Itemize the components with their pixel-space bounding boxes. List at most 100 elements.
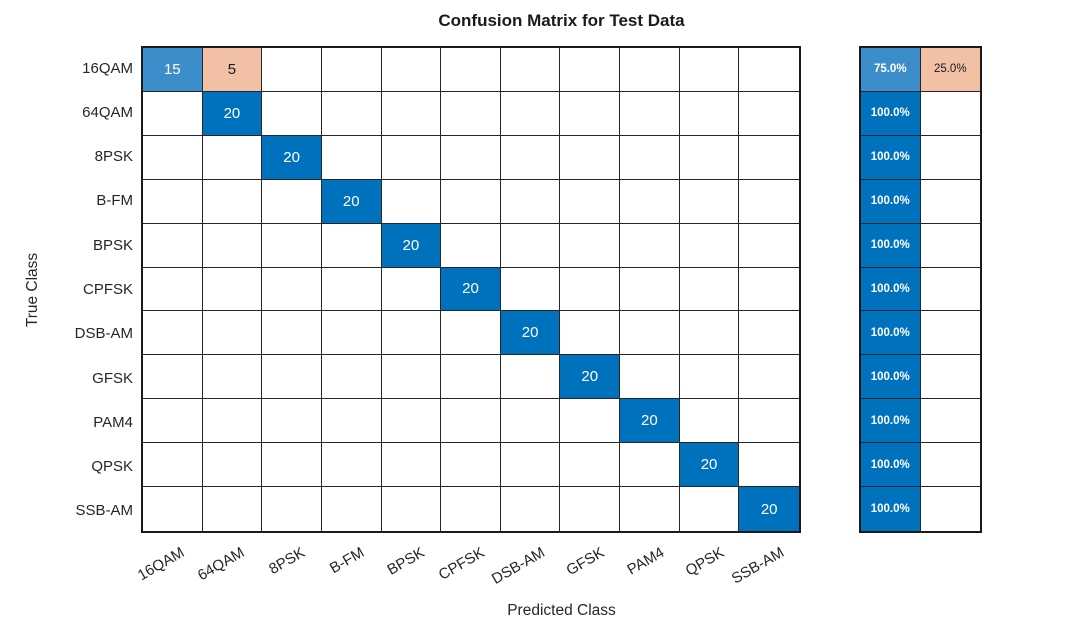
matrix-cell (143, 487, 203, 531)
x-tick-label: CPFSK (435, 544, 488, 584)
matrix-cell (560, 91, 621, 136)
matrix-cell (262, 487, 322, 531)
matrix-cell (679, 399, 740, 444)
matrix-cell (381, 311, 442, 356)
matrix-cell (262, 311, 322, 356)
matrix-cell (560, 135, 621, 180)
matrix-cell (262, 355, 322, 400)
matrix-cell (262, 267, 322, 312)
y-tick-label: BPSK (92, 236, 133, 254)
x-tick-label: 8PSK (265, 544, 308, 578)
matrix-cell (143, 91, 203, 136)
matrix-cell (381, 443, 442, 488)
matrix-cell (560, 399, 621, 444)
y-tick-label: 16QAM (82, 59, 133, 77)
matrix-cell (143, 355, 203, 400)
matrix-cell (500, 179, 561, 224)
matrix-cell (441, 135, 501, 180)
row-summary-fnr-cell: 25.0% (920, 48, 980, 92)
row-summary-tpr-cell: 100.0% (861, 311, 921, 356)
matrix-cell (441, 487, 501, 531)
matrix-cell: 20 (500, 311, 561, 356)
y-tick-label: 64QAM (82, 103, 133, 121)
y-tick-label: 8PSK (94, 148, 133, 166)
x-tick-label: DSB-AM (488, 544, 548, 588)
x-tick-label: 16QAM (134, 544, 188, 585)
matrix-cell (262, 48, 322, 92)
matrix-cell (620, 355, 680, 400)
matrix-cell (679, 91, 740, 136)
row-summary-fnr-cell (921, 487, 981, 531)
matrix-cell (560, 48, 621, 92)
row-summary-tpr-cell: 75.0% (861, 48, 921, 92)
matrix-cell (143, 267, 203, 312)
row-summary-fnr-cell (920, 311, 980, 356)
matrix-cell (202, 179, 263, 224)
matrix-cell (321, 135, 382, 180)
matrix-cell (381, 355, 442, 400)
row-summary-tpr-cell: 100.0% (861, 267, 921, 312)
matrix-cell (262, 399, 322, 444)
y-tick-label: PAM4 (93, 413, 133, 431)
row-summary-fnr-cell (920, 224, 980, 268)
matrix-cell (620, 135, 680, 180)
matrix-cell (262, 179, 322, 224)
matrix-cell (203, 487, 263, 531)
matrix-cell (202, 355, 263, 400)
matrix-cell (739, 224, 799, 268)
matrix-cell (620, 48, 680, 92)
matrix-cell (500, 399, 561, 444)
row-summary-tpr-cell: 100.0% (861, 135, 921, 180)
matrix-cell (501, 487, 561, 531)
matrix-cell (143, 179, 203, 224)
matrix-cell (202, 311, 263, 356)
matrix-cell (143, 223, 203, 268)
x-tick-label: QPSK (682, 544, 728, 580)
row-summary-fnr-cell (920, 443, 980, 488)
x-tick-label: SSB-AM (729, 544, 788, 588)
matrix-cell (739, 311, 799, 356)
matrix-cell (202, 399, 263, 444)
matrix-cell (262, 91, 322, 136)
row-summary-fnr-cell (920, 268, 980, 312)
matrix-cell (143, 135, 203, 180)
matrix-cell: 5 (202, 48, 263, 92)
matrix-cell (620, 179, 680, 224)
matrix-cell (321, 355, 382, 400)
matrix-cell (560, 443, 621, 488)
matrix-cell (679, 135, 740, 180)
matrix-cell (739, 443, 799, 488)
matrix-cell: 15 (143, 48, 203, 92)
matrix-cell (500, 443, 561, 488)
matrix-cell (143, 443, 203, 488)
row-summary-fnr-cell (920, 136, 980, 180)
matrix-cell (202, 223, 263, 268)
matrix-cell (679, 355, 740, 400)
row-summary-tpr-cell: 100.0% (861, 179, 921, 224)
y-tick-label: GFSK (92, 369, 133, 387)
matrix-cell (739, 136, 799, 180)
row-summary-fnr-cell (920, 180, 980, 224)
matrix-cell (620, 311, 680, 356)
x-tick-label: 64QAM (194, 544, 248, 585)
matrix-cell (739, 92, 799, 136)
matrix-cell (441, 179, 501, 224)
x-axis-label: Predicted Class (507, 602, 616, 619)
matrix-cell (381, 179, 442, 224)
matrix-cell: 20 (739, 487, 799, 531)
matrix-cell (321, 267, 382, 312)
matrix-cell (441, 311, 501, 356)
matrix-cell (500, 355, 561, 400)
matrix-cell (143, 311, 203, 356)
matrix-cell (202, 135, 263, 180)
matrix-cell (441, 443, 501, 488)
row-summary-fnr-cell (920, 399, 980, 444)
matrix-cell (560, 311, 621, 356)
matrix-cell (560, 487, 621, 531)
y-tick-label: DSB-AM (74, 325, 133, 343)
matrix-cell (322, 487, 382, 531)
row-summary-tpr-cell: 100.0% (861, 487, 921, 531)
row-summary-fnr-cell (920, 355, 980, 400)
matrix-cell (382, 487, 442, 531)
matrix-cell (321, 443, 382, 488)
